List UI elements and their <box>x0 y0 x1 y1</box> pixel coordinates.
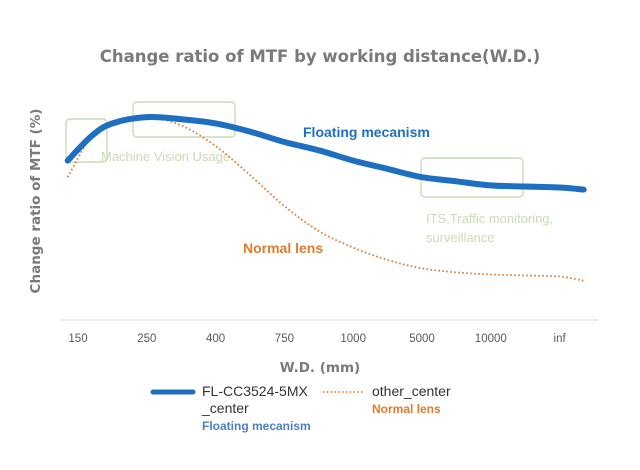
legend-tag-normal: Normal lens <box>372 402 441 416</box>
legend-label-floating-1: FL-CC3524-5MX <box>202 383 308 399</box>
legend-swatch-solid <box>150 389 196 395</box>
legend-label-floating-2: _center <box>202 400 249 416</box>
annotation-text: surveillance <box>426 230 495 245</box>
legend-tag-floating: Floating mecanism <box>202 419 311 433</box>
x-tick-label: inf <box>554 333 567 345</box>
legend-label-normal: other_center <box>372 383 451 399</box>
legend-swatch-dotted <box>323 391 363 393</box>
line-label-normal: Normal lens <box>243 240 323 256</box>
x-axis-label: W.D. (mm) <box>280 360 360 376</box>
line-label-floating: Floating mecanism <box>303 124 430 140</box>
legend-item-floating[interactable]: FL-CC3524-5MX _center Floating mecanism <box>150 383 311 434</box>
x-tick-label: 1000 <box>340 333 366 345</box>
legend-item-normal[interactable]: other_center Normal lens <box>320 383 451 417</box>
x-tick-label: 10000 <box>475 333 507 345</box>
x-tick-label: 400 <box>206 333 225 345</box>
x-tick-label: 5000 <box>409 333 435 345</box>
annotation-text: Machine Vision Usage <box>101 149 230 164</box>
x-tick-label: 150 <box>68 333 87 345</box>
annotation-box <box>65 118 108 163</box>
x-tick-label: 250 <box>137 333 156 345</box>
series-line-normal <box>66 116 584 282</box>
series-line-floating <box>64 113 587 193</box>
y-axis-label: Change ratio of MTF (%) <box>28 109 44 294</box>
x-tick-label: 750 <box>275 333 294 345</box>
chart-title: Change ratio of MTF by working distance(… <box>100 47 540 66</box>
annotation-text: ITS,Traffic monitoring, <box>426 211 553 226</box>
legend: FL-CC3524-5MX _center Floating mecanism … <box>150 383 510 443</box>
